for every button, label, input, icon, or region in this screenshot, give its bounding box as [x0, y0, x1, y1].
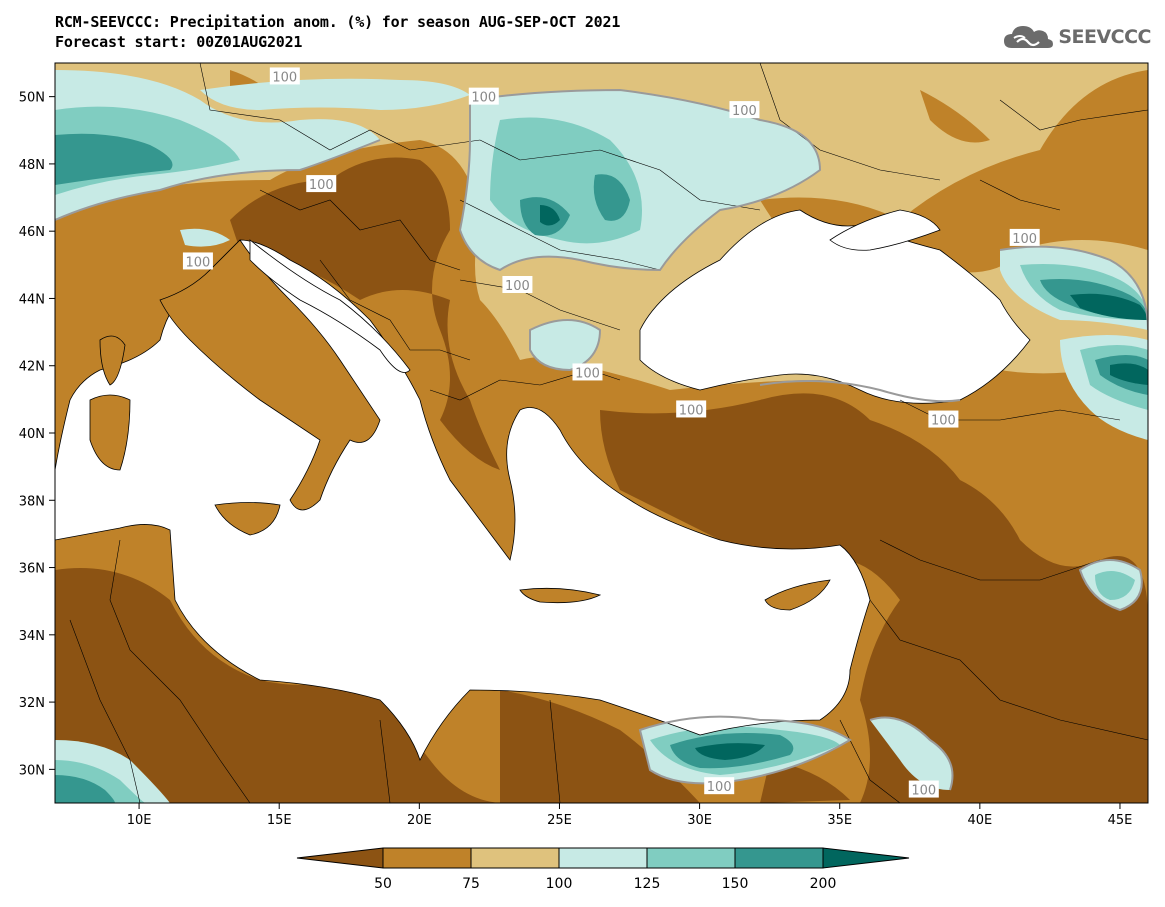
- contour-label-box: [306, 175, 337, 193]
- cloud-icon: [1004, 26, 1054, 48]
- contour-100: [55, 88, 1148, 791]
- contour-label-box: [1009, 228, 1040, 246]
- contour-label-text: 100: [732, 104, 757, 119]
- cyprus: [764, 579, 831, 611]
- contour-label: 100: [306, 175, 337, 193]
- lat-tick-label: 38N: [19, 494, 45, 509]
- contour-label-text: 100: [679, 403, 704, 418]
- contour-label-box: [928, 410, 959, 428]
- contour-label: 100: [1009, 228, 1040, 247]
- contour-label-text: 100: [575, 366, 600, 381]
- contour-label: 100: [468, 87, 499, 106]
- contour-label: 100: [704, 777, 735, 795]
- contour-label: 100: [676, 400, 707, 418]
- lon-tick-label: 15E: [267, 813, 292, 828]
- country-borders: [69, 63, 1148, 803]
- colorbar-high-arrow: [822, 847, 910, 869]
- lon-tick-label: 45E: [1108, 813, 1133, 828]
- lon-tick-label: 20E: [407, 813, 432, 828]
- crimea: [829, 209, 941, 251]
- contour-label-box: [729, 101, 760, 119]
- lat-tick-label: 34N: [19, 629, 45, 644]
- title-line-1: RCM-SEEVCCC: Precipitation anom. (%) for…: [55, 13, 621, 31]
- colorbar-label: 150: [722, 876, 749, 892]
- colorbar-label: 75: [462, 876, 480, 892]
- contour-label-box: [502, 276, 533, 293]
- colorbar-box: [558, 847, 648, 869]
- logo-text: SEEVCCC: [1058, 26, 1151, 48]
- lat-tick-label: 40N: [19, 427, 45, 442]
- colorbar-low-arrow: [296, 847, 384, 869]
- contour-label: 100: [502, 276, 533, 294]
- contour-label-text: 100: [309, 178, 334, 193]
- contour-label-text: 100: [931, 414, 956, 429]
- title-line-2: Forecast start: 00Z01AUG2021: [55, 33, 303, 51]
- contour-label-text: 100: [186, 255, 211, 270]
- field-above-200: [540, 205, 1148, 760]
- longitude-axis: 10E 15E 20E 25E 30E 35E 40E 45E: [127, 803, 1133, 828]
- colorbar-box: [646, 847, 736, 869]
- contour-label-box: [908, 780, 939, 798]
- contour-label-text: 100: [911, 784, 936, 799]
- crete: [519, 587, 602, 604]
- contour-label: 100: [928, 410, 959, 429]
- lat-tick-label: 50N: [19, 91, 45, 106]
- contour-label-text: 100: [471, 91, 496, 106]
- lat-tick-label: 46N: [19, 225, 45, 240]
- contour-label-box: [182, 252, 213, 270]
- contour-label: 100: [182, 252, 213, 270]
- italy-boot: [159, 239, 381, 511]
- contour-label-box: [572, 363, 603, 381]
- contour-label: 100: [572, 363, 603, 381]
- lon-tick-label: 10E: [127, 813, 152, 828]
- sea-mask: [55, 209, 1031, 762]
- corsica: [99, 335, 126, 386]
- colorbar-label: 125: [634, 876, 661, 892]
- map-field: [55, 63, 1148, 803]
- contour-label-box: [704, 777, 735, 795]
- adriatic-sea: [249, 239, 411, 373]
- latitude-axis: 30N 32N 34N 36N 38N 40N 42N 44N 46N 48N 50N: [19, 91, 55, 778]
- black-sea: [639, 209, 1031, 404]
- lon-tick-label: 40E: [967, 813, 992, 828]
- lat-tick-label: 44N: [19, 292, 45, 307]
- contour-label-box: [269, 67, 300, 85]
- colorbar-box: [734, 847, 824, 869]
- colorbar-box: [382, 847, 472, 869]
- colorbar: 50 75 100 125 150 200: [296, 847, 910, 892]
- contour-label: 100: [269, 67, 300, 85]
- lat-tick-label: 48N: [19, 158, 45, 173]
- map-title: RCM-SEEVCCC: Precipitation anom. (%) for…: [55, 12, 620, 52]
- colorbar-label: 200: [810, 876, 837, 892]
- contour-label-text: 100: [272, 70, 297, 85]
- lat-tick-label: 36N: [19, 562, 45, 577]
- sardinia: [89, 394, 131, 471]
- contour-label-box: [676, 400, 707, 418]
- lon-tick-label: 35E: [827, 813, 852, 828]
- lon-tick-label: 25E: [547, 813, 572, 828]
- contour-label-text: 100: [707, 780, 732, 795]
- lat-tick-label: 42N: [19, 360, 45, 375]
- contour-label-text: 100: [1012, 232, 1037, 247]
- contour-label-box: [468, 87, 499, 105]
- lon-tick-label: 30E: [687, 813, 712, 828]
- lat-tick-label: 30N: [19, 763, 45, 778]
- colorbar-box: [470, 847, 560, 869]
- colorbar-label: 50: [374, 876, 392, 892]
- sicily: [214, 502, 281, 536]
- contour-label: 100: [729, 101, 760, 119]
- contour-label: 100: [908, 780, 939, 799]
- contour-labels: 100 100 100 100 100 100 100 100 100 100 100 100: [182, 67, 1040, 799]
- contour-label-text: 100: [505, 279, 530, 294]
- seevccc-logo: SEEVCCC: [1002, 22, 1151, 52]
- colorbar-label: 100: [546, 876, 573, 892]
- lat-tick-label: 32N: [19, 696, 45, 711]
